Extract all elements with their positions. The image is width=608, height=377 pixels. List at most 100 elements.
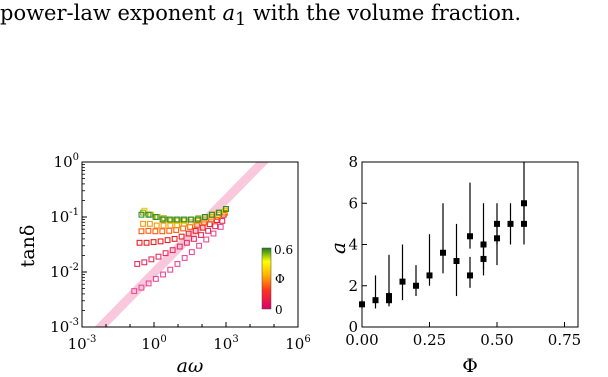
data-marker <box>159 228 166 235</box>
data-marker <box>164 237 171 244</box>
caption-text-after: with the volume fraction. <box>246 1 522 25</box>
data-marker <box>171 235 178 242</box>
data-marker <box>143 239 150 246</box>
data-marker <box>173 216 180 223</box>
data-marker <box>152 275 159 282</box>
data-marker <box>160 222 167 229</box>
data-marker <box>208 211 215 218</box>
data-marker <box>188 249 195 256</box>
left-x-axis-label: aω <box>177 355 204 377</box>
data-marker <box>174 261 181 267</box>
figure-caption: power-law exponent a1 with the volume fr… <box>0 0 521 33</box>
data-marker <box>167 222 174 229</box>
data-marker <box>162 250 169 257</box>
data-point <box>413 282 419 289</box>
data-point <box>494 235 500 242</box>
caption-symbol: a <box>222 1 235 25</box>
x-tick-label: 103 <box>213 334 238 353</box>
data-marker <box>198 232 204 238</box>
x-tick-label: 0.25 <box>413 331 446 349</box>
y-tick-label: 4 <box>348 236 358 254</box>
left-chart: 10-3 100 103 106 10-3 10-2 10-1 100 aω tanδ 0.6… <box>17 152 311 377</box>
right-x-axis-label: Φ <box>462 355 478 377</box>
data-marker <box>150 239 157 246</box>
y-tick-label: 6 <box>348 194 358 212</box>
x-tick-label: 100 <box>141 334 166 353</box>
data-point <box>507 220 514 227</box>
y-tick-label: 10-2 <box>50 262 79 281</box>
data-marker <box>176 243 183 250</box>
data-marker <box>148 256 155 263</box>
caption-text-before: power-law exponent <box>0 1 223 25</box>
data-marker <box>219 217 226 224</box>
data-marker <box>196 242 203 249</box>
data-marker <box>192 227 199 234</box>
data-marker <box>146 220 153 227</box>
y-tick-label: 2 <box>348 277 358 295</box>
y-tick-label: 8 <box>348 153 358 171</box>
data-point <box>386 293 392 300</box>
right-chart: 0.00 0.25 0.50 0.75 0 2 4 6 8 Φ a <box>326 153 581 377</box>
left-y-axis-label: tanδ <box>17 225 39 268</box>
caption-subscript: 1 <box>235 10 247 31</box>
data-point <box>521 220 527 227</box>
colorbar-max-label: 0.6 <box>274 243 293 257</box>
right-y-axis-label: a <box>326 242 350 254</box>
data-marker <box>194 216 201 223</box>
data-marker <box>155 253 162 260</box>
data-marker <box>201 214 208 220</box>
data-marker <box>210 230 217 237</box>
x-tick-label: 0.00 <box>345 331 378 349</box>
data-point <box>426 272 433 279</box>
data-marker <box>221 207 228 214</box>
data-marker <box>152 214 159 220</box>
data-marker <box>213 217 220 224</box>
data-marker <box>166 227 173 234</box>
data-point <box>480 255 487 262</box>
data-marker <box>138 228 145 235</box>
data-marker <box>141 259 148 266</box>
data-marker <box>216 209 222 216</box>
data-marker <box>131 288 138 295</box>
data-marker <box>181 255 188 261</box>
data-marker <box>205 227 212 234</box>
data-marker <box>180 216 187 223</box>
data-marker <box>138 284 145 291</box>
data-marker <box>134 261 141 267</box>
data-marker <box>157 238 164 245</box>
data-marker <box>145 227 152 234</box>
data-marker <box>183 239 190 246</box>
data-marker <box>203 236 210 243</box>
data-marker <box>187 216 194 223</box>
data-marker <box>160 215 167 222</box>
left-plot-frame <box>81 161 299 328</box>
data-marker <box>152 228 159 235</box>
y-tick-label: 0 <box>348 318 358 336</box>
colorbar-gradient <box>261 247 272 310</box>
data-marker <box>190 235 197 242</box>
data-marker <box>136 239 143 246</box>
data-marker <box>153 222 160 229</box>
data-point <box>467 233 473 240</box>
x-tick-label: 106 <box>285 334 310 353</box>
data-marker <box>138 211 145 218</box>
colorbar-title: Φ <box>275 272 285 286</box>
data-marker <box>140 220 147 227</box>
data-marker <box>168 217 175 224</box>
data-marker <box>217 223 224 230</box>
colorbar-min-label: 0 <box>275 303 283 317</box>
data-marker <box>169 247 176 254</box>
data-marker <box>223 206 229 212</box>
data-point <box>453 258 460 264</box>
data-marker <box>145 211 152 218</box>
colorbar: 0.6 Φ 0 <box>261 243 293 317</box>
data-point <box>440 249 446 256</box>
data-marker <box>185 230 192 237</box>
data-marker <box>212 223 219 230</box>
data-point <box>372 297 379 304</box>
data-marker <box>166 216 173 223</box>
data-marker <box>167 266 174 273</box>
y-tick-label: 10-3 <box>50 317 79 336</box>
data-marker <box>159 216 166 223</box>
